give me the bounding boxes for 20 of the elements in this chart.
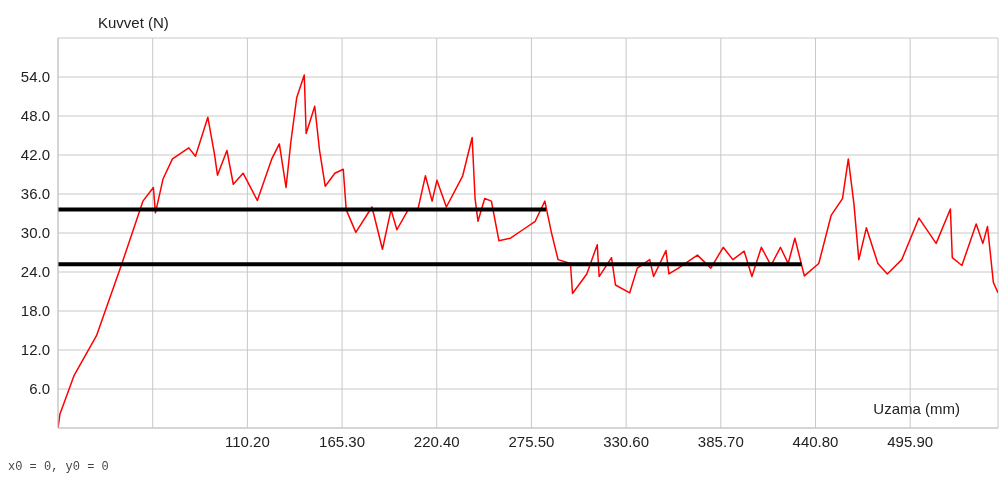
- y-tick-label: 12.0: [20, 341, 50, 359]
- x-tick-label: 330.60: [603, 432, 650, 450]
- y-tick-label: 42.0: [20, 146, 50, 164]
- y-tick-label: 36.0: [20, 185, 50, 203]
- x-axis-title: Uzama (mm): [873, 400, 960, 417]
- y-tick-label: 30.0: [20, 224, 50, 242]
- text: x0 = 0, y0 = 0: [8, 460, 110, 474]
- x-tick-label: 165.30: [319, 432, 366, 450]
- y-tick-label: 6.0: [29, 380, 50, 398]
- y-tick-label: 48.0: [20, 107, 50, 125]
- x-tick-label: 110.20: [224, 432, 270, 450]
- x-tick-label: 275.50: [508, 432, 555, 450]
- y-tick-label: 18.0: [20, 302, 50, 320]
- y-axis-title: Kuvvet (N): [98, 14, 169, 31]
- x-tick-label: 495.90: [887, 432, 934, 450]
- y-tick-label: 24.0: [20, 263, 50, 281]
- x-tick-label: 220.40: [413, 432, 460, 450]
- y-tick-label: 54.0: [20, 68, 50, 86]
- x-tick-label: 440.80: [792, 432, 839, 450]
- x-tick-label: 385.70: [697, 432, 744, 450]
